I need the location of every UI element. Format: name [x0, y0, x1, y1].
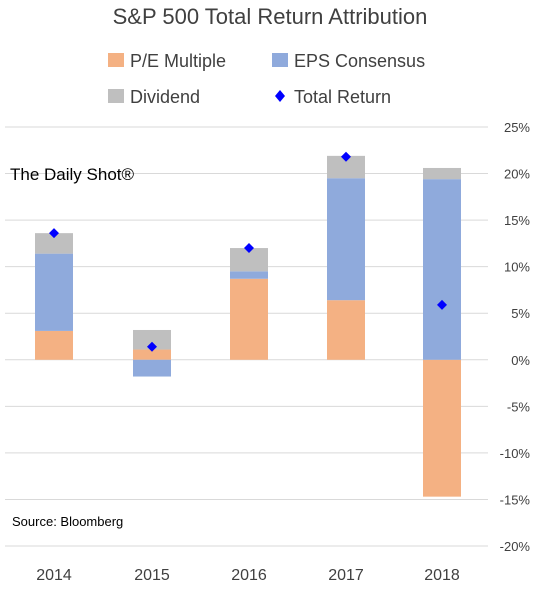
bar-eps-consensus-2015: [133, 359, 171, 377]
total-return-marker-2014: [49, 228, 59, 239]
legend-swatch-dividend: [108, 89, 124, 103]
total-return-markers: [49, 151, 447, 352]
x-axis-tick-labels: 2014 2015 2016 2017 2018: [36, 567, 460, 584]
bar-dividend-2018: [423, 167, 461, 180]
y-tick-label: -5%: [507, 399, 531, 414]
bar-p-e-multiple-2014: [35, 330, 73, 360]
y-tick-label: 0%: [511, 353, 530, 368]
x-tick-label-2018: 2018: [424, 567, 460, 584]
y-tick-label: -20%: [500, 539, 531, 554]
total-return-marker-2018: [437, 299, 447, 310]
legend-swatch-p-e-multiple: [108, 53, 124, 67]
bar-p-e-multiple-2017: [327, 300, 365, 360]
watermark-text: The Daily Shot®: [10, 165, 134, 184]
bar-p-e-multiple-2016: [230, 278, 268, 360]
bar-dividend-2016: [230, 248, 268, 272]
legend: P/E Multiple EPS Consensus Dividend Total R…: [108, 51, 425, 107]
y-tick-label: 20%: [504, 167, 530, 182]
total-return-marker-2017: [341, 151, 351, 162]
bar-eps-consensus-2018: [423, 179, 461, 360]
bar-eps-consensus-2014: [35, 253, 73, 331]
legend-label-p-e-multiple: P/E Multiple: [130, 51, 226, 71]
bar-dividend-2017: [327, 155, 365, 179]
y-tick-label: 15%: [504, 213, 530, 228]
bar-eps-consensus-2016: [230, 271, 268, 279]
x-tick-label-2017: 2017: [328, 567, 364, 584]
source-note: Source: Bloomberg: [12, 514, 123, 529]
y-tick-label: -10%: [500, 446, 531, 461]
bar-eps-consensus-2017: [327, 178, 365, 301]
bar-p-e-multiple-2015: [133, 349, 171, 360]
y-tick-label: 5%: [511, 306, 530, 321]
y-tick-label: -15%: [500, 492, 531, 507]
legend-label-total-return: Total Return: [294, 87, 391, 107]
bar-dividend-2015: [133, 329, 171, 350]
legend-marker-total-return: [275, 90, 285, 102]
chart-title: S&P 500 Total Return Attribution: [113, 4, 428, 29]
total-return-marker-2015: [147, 341, 157, 352]
legend-swatch-eps-consensus: [272, 53, 288, 67]
y-tick-label: 10%: [504, 260, 530, 275]
y-axis-tick-labels: 25% 20% 15% 10% 5% 0% -5% -10% -15% -20%: [500, 120, 531, 554]
total-return-marker-2016: [244, 243, 254, 254]
bar-dividend-2014: [35, 233, 73, 254]
legend-label-dividend: Dividend: [130, 87, 200, 107]
legend-label-eps-consensus: EPS Consensus: [294, 51, 425, 71]
x-tick-label-2016: 2016: [231, 567, 267, 584]
x-tick-label-2015: 2015: [134, 567, 170, 584]
bars: [35, 155, 461, 497]
y-tick-label: 25%: [504, 120, 530, 135]
bar-p-e-multiple-2018: [423, 359, 461, 497]
x-tick-label-2014: 2014: [36, 567, 72, 584]
